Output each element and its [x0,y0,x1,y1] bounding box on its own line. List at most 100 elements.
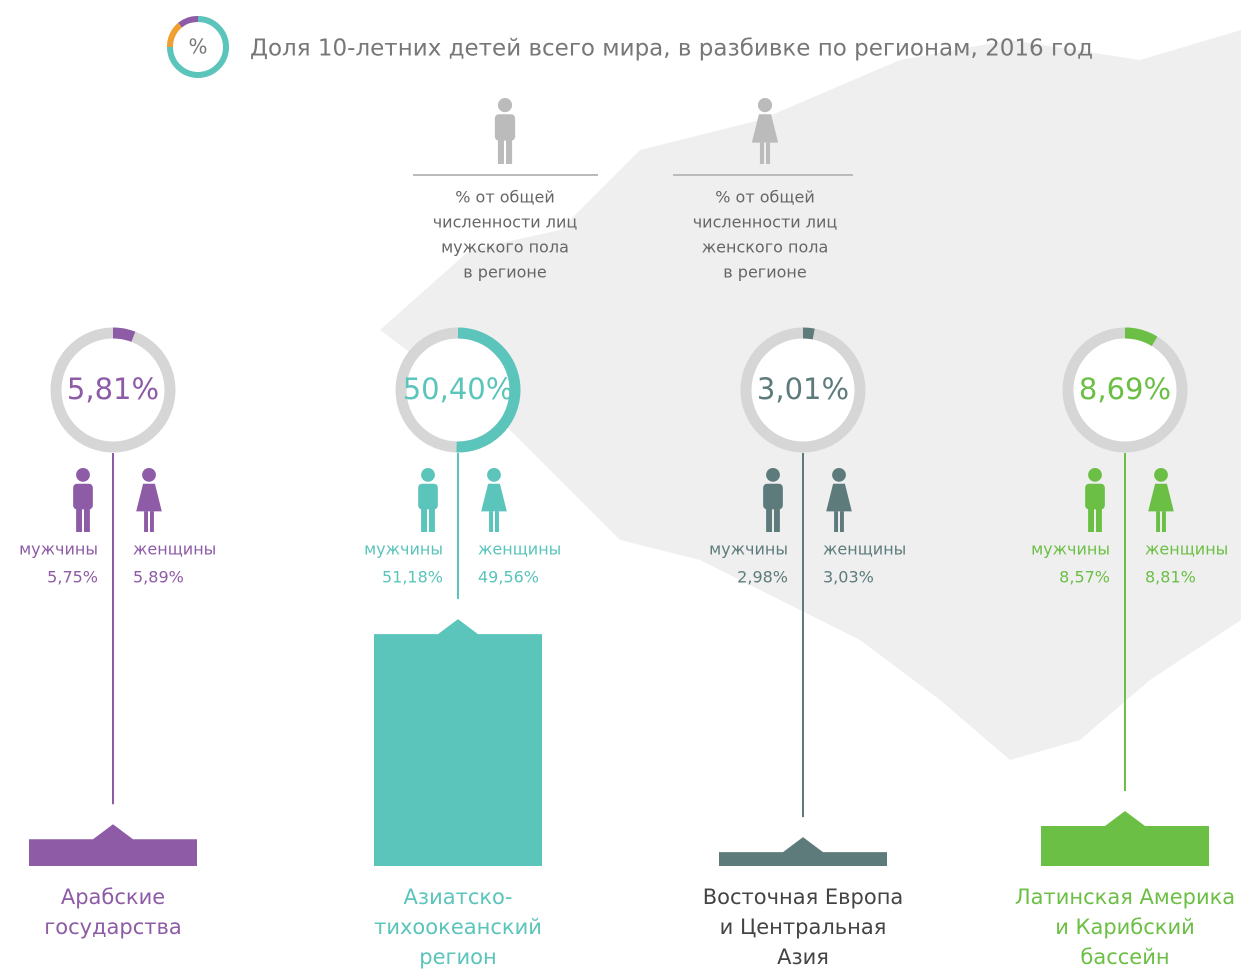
female-value: 49,56% [478,568,539,587]
region-name: Латинская Америка [1015,885,1235,909]
ring-arc [456,327,521,453]
icon-body [826,483,852,512]
legend-text: мужского пола [441,238,569,257]
male-label: мужчины [364,540,443,559]
icon-leg [766,142,771,164]
ring-arc [112,327,136,342]
legend-text: % от общей [715,188,814,207]
region-name: тихоокеанский [374,915,542,939]
region-name: государства [44,915,182,939]
bar [1041,811,1209,866]
icon-body [751,114,779,143]
region-name: Арабские [61,885,165,909]
icon-leg [773,507,780,532]
icon-leg [506,138,513,164]
icon-leg [1088,507,1095,532]
icon-leg [421,507,428,532]
icon-body [73,483,93,510]
bar [29,824,197,866]
male-icon [73,468,93,532]
icon-leg [759,142,764,164]
icon-body [763,483,783,510]
ring-value: 50,40% [403,372,514,406]
icon-leg [83,507,90,532]
male-icon [418,468,438,532]
icon-body [136,483,162,512]
female-icon [751,98,779,164]
female-value: 8,81% [1145,568,1196,587]
male-icon [1085,468,1105,532]
male-value: 5,75% [47,568,98,587]
region-name: Восточная Европа [703,885,904,909]
ring-arc [1124,327,1158,347]
icon-body [418,483,438,510]
female-icon [826,468,852,532]
legend-text: % от общей [455,188,554,207]
icon-leg [766,507,773,532]
icon-head [142,468,156,482]
ring-value: 8,69% [1079,372,1171,406]
icon-leg [1156,511,1161,532]
icon-leg [1161,511,1166,532]
icon-leg [834,511,839,532]
ring-arc [802,327,815,340]
female-label: женщины [1145,540,1228,559]
legend-text: численности лиц [433,213,578,232]
male-value: 51,18% [382,568,443,587]
icon-leg [144,511,149,532]
icon-head [1088,468,1102,482]
male-label: мужчины [1031,540,1110,559]
female-label: женщины [133,540,216,559]
icon-body [481,483,507,512]
male-value: 8,57% [1059,568,1110,587]
icon-head [497,98,513,113]
chart-title: Доля 10-летних детей всего мира, в разби… [250,36,1093,62]
region-name: Азия [777,945,829,969]
male-icon [763,468,783,532]
region-name: бассейн [1080,945,1169,969]
bar [374,619,542,866]
icon-leg [494,511,499,532]
region-name: и Центральная [720,915,887,939]
icon-head [832,468,846,482]
icon-body [1085,483,1105,510]
female-icon [136,468,162,532]
female-icon [1148,468,1174,532]
male-icon [494,98,516,164]
header-icon: % [167,16,229,78]
icon-leg [428,507,435,532]
icon-label: % [188,35,207,59]
legend-text: в регионе [463,263,546,282]
female-label: женщины [823,540,906,559]
icon-leg [76,507,83,532]
female-label: женщины [478,540,561,559]
legend-text: в регионе [723,263,806,282]
icon-head [76,468,90,482]
female-value: 5,89% [133,568,184,587]
legend-text: численности лиц [693,213,838,232]
region-name: Азиатско- [404,885,513,909]
icon-leg [1095,507,1102,532]
region-name: регион [419,945,497,969]
icon-leg [839,511,844,532]
female-value: 3,03% [823,568,874,587]
male-value: 2,98% [737,568,788,587]
ring-value: 3,01% [757,372,849,406]
male-label: мужчины [709,540,788,559]
legend-text: женского пола [702,238,829,257]
icon-head [421,468,435,482]
icon-head [1154,468,1168,482]
male-label: мужчины [19,540,98,559]
icon-leg [489,511,494,532]
icon-body [494,114,516,141]
bar [719,837,887,866]
icon-head [487,468,501,482]
icon-leg [149,511,154,532]
icon-head [757,98,773,113]
icon-leg [497,138,504,164]
region-name: и Карибский [1055,915,1195,939]
icon-body [1148,483,1174,512]
female-icon [481,468,507,532]
